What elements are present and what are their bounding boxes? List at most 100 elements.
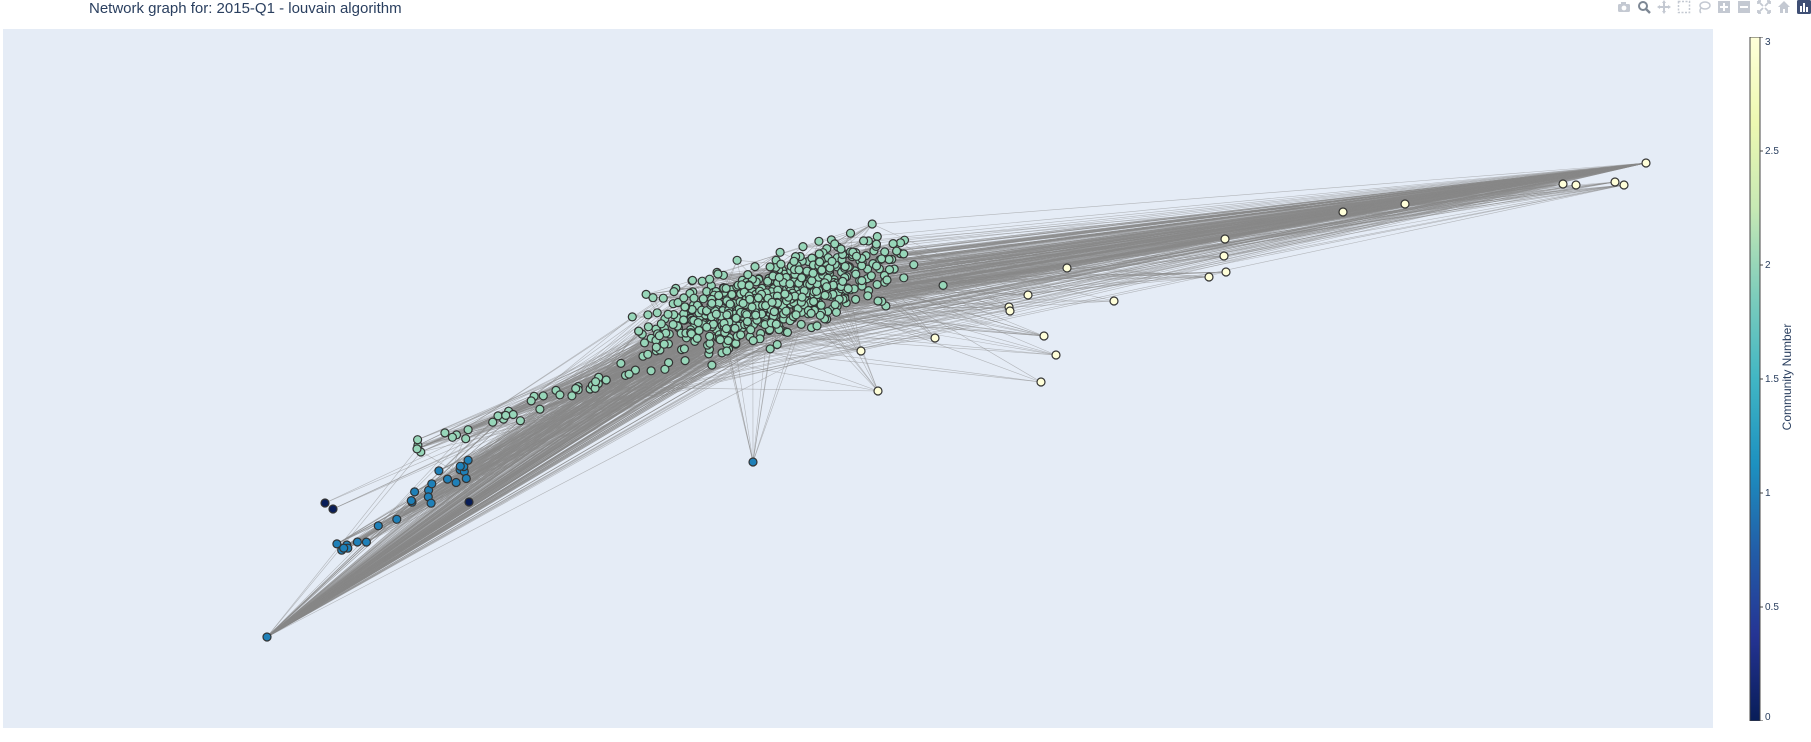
graph-node-community-3[interactable]	[1571, 180, 1581, 190]
graph-node-community-2[interactable]	[679, 293, 689, 303]
graph-node-community-2[interactable]	[643, 349, 653, 359]
graph-node-community-1[interactable]	[339, 543, 349, 553]
graph-node-community-2[interactable]	[693, 318, 703, 328]
graph-node-community-2[interactable]	[871, 261, 882, 271]
graph-node-community-2[interactable]	[781, 306, 791, 316]
graph-node-community-2[interactable]	[891, 246, 902, 256]
graph-node-community-2[interactable]	[634, 326, 644, 336]
graph-node-community-2[interactable]	[643, 310, 653, 320]
graph-node-community-2[interactable]	[884, 254, 894, 265]
graph-node-community-2[interactable]	[656, 319, 666, 329]
graph-node-community-2[interactable]	[751, 310, 761, 320]
graph-node-community-2[interactable]	[796, 273, 807, 283]
graph-node-community-2[interactable]	[830, 239, 840, 249]
graph-node-community-2[interactable]	[867, 219, 877, 229]
plotly-logo-icon[interactable]	[1797, 0, 1811, 14]
graph-node-community-3[interactable]	[1051, 350, 1061, 360]
graph-node-community-2[interactable]	[538, 391, 548, 401]
graph-node-community-2[interactable]	[488, 417, 498, 427]
graph-node-community-2[interactable]	[679, 344, 690, 354]
reset-axes-icon[interactable]	[1777, 0, 1791, 14]
graph-node-community-2[interactable]	[413, 435, 423, 445]
graph-node-community-0[interactable]	[464, 497, 474, 507]
graph-node-community-2[interactable]	[863, 291, 873, 301]
graph-node-community-2[interactable]	[871, 239, 882, 249]
graph-node-community-2[interactable]	[535, 404, 545, 414]
plot-area[interactable]	[3, 29, 1713, 728]
graph-node-community-2[interactable]	[555, 390, 565, 400]
graph-node-community-2[interactable]	[639, 338, 650, 348]
graph-node-community-3[interactable]	[1219, 251, 1229, 261]
graph-node-community-2[interactable]	[463, 425, 473, 435]
graph-node-community-2[interactable]	[571, 383, 581, 394]
graph-node-community-2[interactable]	[814, 236, 824, 246]
graph-node-community-3[interactable]	[1036, 377, 1046, 387]
graph-node-community-2[interactable]	[807, 276, 817, 286]
graph-node-community-2[interactable]	[742, 316, 753, 327]
graph-node-community-2[interactable]	[866, 271, 877, 281]
graph-node-community-2[interactable]	[873, 296, 883, 306]
graph-node-community-2[interactable]	[811, 286, 822, 296]
graph-node-community-2[interactable]	[827, 256, 837, 266]
graph-node-community-3[interactable]	[1221, 267, 1231, 277]
graph-node-community-3[interactable]	[1619, 180, 1629, 190]
lasso-icon[interactable]	[1697, 0, 1711, 14]
graph-node-community-2[interactable]	[812, 321, 822, 331]
graph-node-community-3[interactable]	[1338, 207, 1348, 217]
graph-node-community-2[interactable]	[750, 262, 760, 272]
graph-node-community-2[interactable]	[707, 360, 717, 370]
graph-node-community-2[interactable]	[668, 319, 678, 330]
graph-node-community-2[interactable]	[738, 298, 748, 308]
graph-node-community-2[interactable]	[711, 309, 721, 319]
graph-node-community-2[interactable]	[725, 299, 735, 309]
graph-node-community-2[interactable]	[678, 315, 689, 325]
graph-node-community-2[interactable]	[515, 416, 526, 426]
graph-node-community-2[interactable]	[731, 313, 741, 323]
graph-node-community-2[interactable]	[658, 293, 668, 303]
graph-node-community-2[interactable]	[737, 280, 747, 290]
zoom-out-icon[interactable]	[1737, 0, 1751, 14]
graph-node-community-2[interactable]	[884, 265, 895, 275]
graph-node-community-2[interactable]	[838, 276, 848, 286]
graph-node-community-3[interactable]	[856, 346, 866, 356]
graph-node-community-1[interactable]	[461, 473, 471, 484]
graph-node-community-2[interactable]	[836, 244, 846, 254]
graph-node-community-2[interactable]	[689, 293, 699, 303]
graph-node-community-2[interactable]	[630, 365, 641, 375]
graph-node-community-3[interactable]	[1641, 158, 1651, 168]
graph-node-community-0[interactable]	[328, 504, 338, 514]
graph-node-community-2[interactable]	[651, 342, 661, 352]
graph-node-community-2[interactable]	[704, 331, 715, 341]
graph-node-community-3[interactable]	[1220, 234, 1230, 244]
graph-node-community-2[interactable]	[736, 330, 746, 340]
graph-node-community-2[interactable]	[694, 325, 704, 336]
graph-node-community-2[interactable]	[590, 377, 601, 387]
graph-node-community-1[interactable]	[410, 487, 420, 497]
graph-node-community-2[interactable]	[776, 259, 786, 269]
zoom-in-icon[interactable]	[1717, 0, 1731, 14]
graph-node-community-2[interactable]	[746, 325, 756, 335]
graph-node-community-2[interactable]	[680, 302, 690, 312]
graph-node-community-2[interactable]	[702, 322, 712, 332]
graph-node-community-3[interactable]	[1204, 272, 1214, 282]
graph-node-community-2[interactable]	[796, 319, 806, 329]
graph-node-community-2[interactable]	[780, 289, 790, 299]
graph-node-community-2[interactable]	[727, 289, 737, 300]
graph-node-community-0[interactable]	[320, 498, 330, 508]
graph-node-community-2[interactable]	[775, 247, 785, 257]
graph-node-community-3[interactable]	[1109, 296, 1119, 306]
graph-node-community-2[interactable]	[714, 290, 724, 301]
graph-node-community-2[interactable]	[765, 262, 775, 272]
graph-node-community-2[interactable]	[830, 300, 840, 310]
graph-node-community-1[interactable]	[748, 457, 758, 467]
graph-node-community-2[interactable]	[938, 280, 948, 290]
graph-node-community-1[interactable]	[463, 455, 473, 465]
graph-node-community-2[interactable]	[753, 293, 764, 303]
graph-node-community-1[interactable]	[332, 539, 342, 549]
graph-node-community-2[interactable]	[797, 292, 807, 302]
graph-node-community-2[interactable]	[687, 275, 698, 285]
graph-node-community-2[interactable]	[817, 265, 827, 275]
graph-node-community-3[interactable]	[1062, 263, 1072, 273]
graph-node-community-2[interactable]	[808, 296, 819, 307]
graph-node-community-1[interactable]	[392, 514, 402, 524]
